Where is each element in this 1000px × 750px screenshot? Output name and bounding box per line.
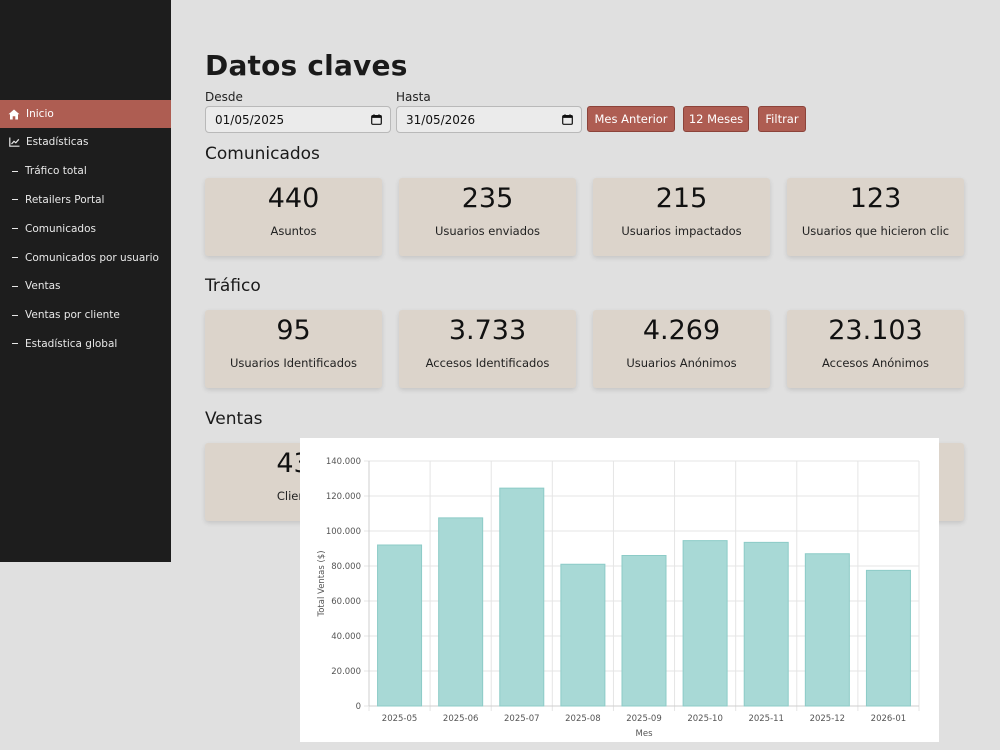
y-tick-label: 40.000 (331, 632, 361, 642)
stat-value: 95 (276, 315, 311, 346)
stat-card-usuarios-impactados: 215 Usuarios impactados (593, 178, 770, 256)
y-tick-label: 80.000 (331, 562, 361, 572)
dash-icon (0, 285, 25, 287)
dash-icon (0, 170, 25, 172)
sidebar-item-ventas[interactable]: Ventas (0, 272, 171, 301)
sidebar-item-estadisticas[interactable]: Estadísticas (0, 128, 171, 157)
filter-button[interactable]: Filtrar (758, 106, 806, 132)
stat-label: Asuntos (270, 224, 317, 238)
sidebar-item-label: Ventas (25, 280, 61, 293)
section-title-comunicados: Comunicados (205, 144, 320, 164)
section-title-ventas: Ventas (205, 409, 263, 429)
bar-2025-12 (804, 553, 850, 707)
sidebar-item-estadistica-global[interactable]: Estadística global (0, 330, 171, 359)
sidebar-item-retailers-portal[interactable]: Retailers Portal (0, 186, 171, 215)
sidebar-item-label: Estadísticas (26, 136, 89, 149)
sidebar: Inicio Estadísticas Tráfico total Retail… (0, 0, 171, 562)
sidebar-item-inicio[interactable]: Inicio (0, 100, 171, 128)
bar-2025-10 (682, 540, 728, 707)
section-title-trafico: Tráfico (205, 276, 261, 296)
from-date-value: 01/05/2025 (215, 112, 285, 127)
bar-2025-09 (621, 555, 667, 707)
x-axis-title: Mes (636, 729, 654, 739)
y-tick-label: 100.000 (326, 527, 361, 537)
y-tick-label: 120.000 (326, 492, 361, 502)
stat-card-accesos-identificados: 3.733 Accesos Identificados (399, 310, 576, 388)
stat-label: Accesos Anónimos (822, 356, 929, 370)
x-tick-label: 2025-05 (382, 714, 418, 724)
y-tick-label: 20.000 (331, 667, 361, 677)
stat-card-asuntos: 440 Asuntos (205, 178, 382, 256)
calendar-icon[interactable] (562, 114, 573, 128)
stat-value: 123 (849, 183, 902, 214)
bar-2025-05 (377, 544, 423, 707)
from-date-input[interactable]: 01/05/2025 (205, 106, 391, 133)
stat-card-usuarios-anonimos: 4.269 Usuarios Anónimos (593, 310, 770, 388)
home-icon (0, 109, 26, 120)
bar-2025-08 (560, 563, 606, 707)
from-label: Desde (205, 90, 243, 104)
sidebar-item-label: Ventas por cliente (25, 309, 120, 322)
y-tick-label: 140.000 (326, 457, 361, 467)
dash-icon (0, 314, 25, 316)
x-tick-label: 2025-07 (504, 714, 540, 724)
sidebar-item-label: Comunicados (25, 222, 96, 235)
calendar-icon[interactable] (371, 114, 382, 128)
sidebar-item-ventas-por-cliente[interactable]: Ventas por cliente (0, 301, 171, 330)
bar-2025-07 (499, 487, 545, 707)
stat-value: 235 (461, 183, 514, 214)
x-tick-label: 2025-06 (443, 714, 479, 724)
dash-icon (0, 343, 25, 345)
stat-card-usuarios-clic: 123 Usuarios que hicieron clic (787, 178, 964, 256)
y-tick-label: 60.000 (331, 597, 361, 607)
stat-label: Usuarios Identificados (229, 356, 358, 370)
x-tick-label: 2025-08 (565, 714, 601, 724)
sales-bar-chart: 0 20.000 40.000 60.000 80.000 100.000 120.000 1… (317, 457, 920, 739)
stat-card-usuarios-identificados: 95 Usuarios Identificados (205, 310, 382, 388)
stat-label: Usuarios enviados (434, 224, 541, 238)
bar-2025-11 (743, 541, 789, 707)
sidebar-item-label: Tráfico total (25, 165, 87, 178)
to-date-input[interactable]: 31/05/2026 (396, 106, 582, 133)
sales-chart-panel: 0 20.000 40.000 60.000 80.000 100.000 120.000 1… (300, 438, 939, 742)
stat-label: Accesos Identificados (425, 356, 550, 370)
sidebar-item-trafico-total[interactable]: Tráfico total (0, 157, 171, 186)
stat-label: Usuarios que hicieron clic (801, 224, 950, 238)
bar-2026-01 (865, 569, 911, 707)
bar-2025-06 (438, 517, 484, 707)
y-axis-title: Total Ventas ($) (317, 550, 327, 617)
stat-value: 440 (267, 183, 320, 214)
sidebar-item-comunicados[interactable]: Comunicados (0, 214, 171, 243)
prev-month-button[interactable]: Mes Anterior (587, 106, 675, 132)
x-tick-label: 2026-01 (871, 714, 907, 724)
stat-value: 215 (655, 183, 708, 214)
dash-icon (0, 199, 25, 201)
page-title: Datos claves (205, 49, 408, 82)
x-tick-label: 2025-09 (626, 714, 662, 724)
sidebar-item-label: Retailers Portal (25, 193, 105, 206)
dash-icon (0, 257, 25, 259)
to-label: Hasta (396, 90, 431, 104)
stat-card-accesos-anonimos: 23.103 Accesos Anónimos (787, 310, 964, 388)
twelve-months-button[interactable]: 12 Meses (683, 106, 749, 132)
dash-icon (0, 228, 25, 230)
chart-line-icon (0, 137, 26, 148)
sidebar-nav: Inicio Estadísticas Tráfico total Retail… (0, 100, 171, 358)
x-tick-label: 2025-11 (748, 714, 784, 724)
sidebar-item-label: Estadística global (25, 337, 118, 350)
y-tick-label: 0 (356, 702, 361, 712)
to-date-value: 31/05/2026 (406, 112, 476, 127)
stat-value: 23.103 (828, 315, 923, 346)
stat-label: Usuarios Anónimos (626, 356, 737, 370)
sidebar-item-label: Comunicados por usuario (25, 251, 159, 264)
x-tick-label: 2025-12 (810, 714, 846, 724)
stat-value: 3.733 (448, 315, 527, 346)
sidebar-item-label: Inicio (26, 108, 54, 120)
stat-card-usuarios-enviados: 235 Usuarios enviados (399, 178, 576, 256)
stat-value: 4.269 (642, 315, 721, 346)
x-tick-label: 2025-10 (687, 714, 723, 724)
stat-label: Usuarios impactados (621, 224, 742, 238)
sidebar-item-comunicados-por-usuario[interactable]: Comunicados por usuario (0, 243, 171, 272)
